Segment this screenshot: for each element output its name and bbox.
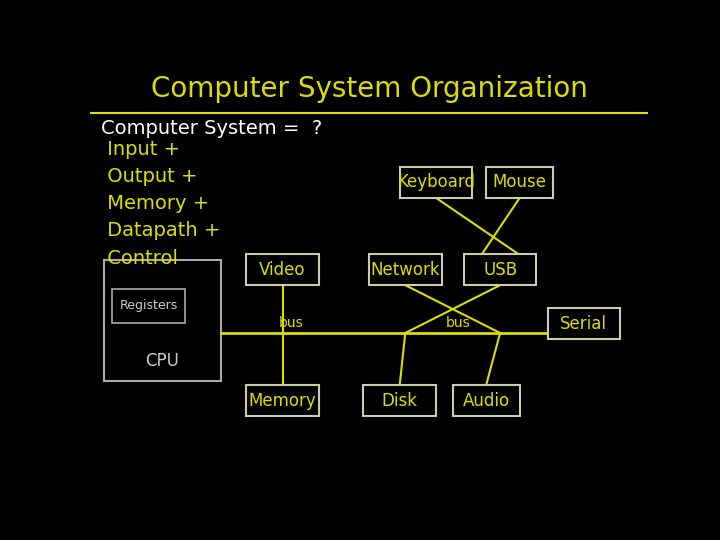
Text: Video: Video [259, 261, 306, 279]
Text: USB: USB [483, 261, 517, 279]
FancyBboxPatch shape [486, 167, 553, 198]
Text: Registers: Registers [120, 300, 178, 313]
FancyBboxPatch shape [104, 260, 221, 381]
Text: bus: bus [446, 316, 471, 330]
FancyBboxPatch shape [453, 385, 520, 416]
Text: Serial: Serial [560, 315, 608, 333]
FancyBboxPatch shape [547, 308, 620, 339]
FancyBboxPatch shape [464, 254, 536, 285]
Text: bus: bus [279, 316, 303, 330]
Text: Input +
 Output +
 Memory +
 Datapath +
 Control: Input + Output + Memory + Datapath + Con… [101, 140, 220, 268]
FancyBboxPatch shape [400, 167, 472, 198]
Text: CPU: CPU [145, 353, 179, 370]
Text: Disk: Disk [382, 392, 418, 409]
Text: Audio: Audio [463, 392, 510, 409]
Text: Computer System =  ?: Computer System = ? [101, 119, 323, 138]
Text: Network: Network [371, 261, 440, 279]
FancyBboxPatch shape [112, 289, 185, 322]
FancyBboxPatch shape [246, 254, 319, 285]
Text: Mouse: Mouse [492, 173, 546, 191]
FancyBboxPatch shape [364, 385, 436, 416]
Text: Computer System Organization: Computer System Organization [150, 75, 588, 103]
FancyBboxPatch shape [246, 385, 319, 416]
Text: Keyboard: Keyboard [397, 173, 475, 191]
Text: Memory: Memory [248, 392, 316, 409]
FancyBboxPatch shape [369, 254, 441, 285]
